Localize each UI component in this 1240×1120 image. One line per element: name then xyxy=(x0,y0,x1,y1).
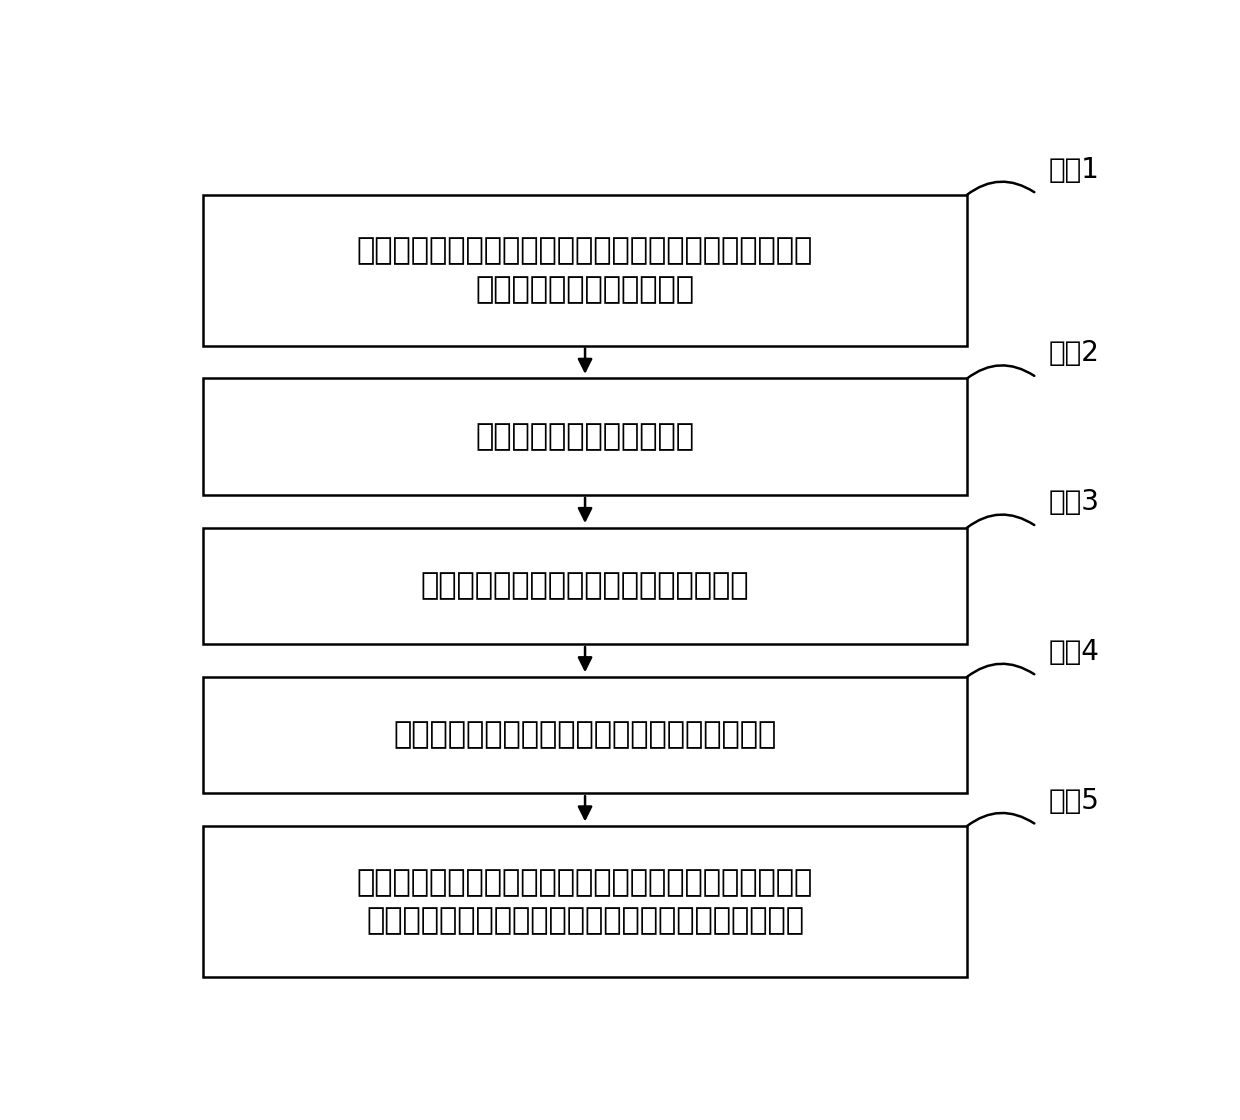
Text: 根据测试用例搭建测试序列: 根据测试用例搭建测试序列 xyxy=(476,422,694,451)
Bar xyxy=(203,676,967,793)
Text: 将用例测试平台接入所需要的自动化测试项目中: 将用例测试平台接入所需要的自动化测试项目中 xyxy=(393,720,776,749)
Text: 步骤5: 步骤5 xyxy=(1049,787,1100,815)
Bar xyxy=(203,379,967,495)
Text: 步骤2: 步骤2 xyxy=(1049,339,1100,367)
Text: 步骤4: 步骤4 xyxy=(1049,637,1100,665)
Bar xyxy=(203,827,967,977)
Bar xyxy=(203,528,967,644)
Text: 步骤3: 步骤3 xyxy=(1049,488,1100,516)
Text: 从多个自动化测试项目中筛选出可供其中至少一个自动化
测试项目所使用的测试用例: 从多个自动化测试项目中筛选出可供其中至少一个自动化 测试项目所使用的测试用例 xyxy=(357,236,813,304)
Text: 将所搭建的测试序列封装为用例测试平台: 将所搭建的测试序列封装为用例测试平台 xyxy=(420,571,749,600)
Bar xyxy=(203,195,967,346)
Text: 步骤1: 步骤1 xyxy=(1049,156,1100,184)
Text: 根据接入用例测试平台的自动化测试项目，对用例测试平
台与所接入的自动化测试项目之间的接入参数进行设置: 根据接入用例测试平台的自动化测试项目，对用例测试平 台与所接入的自动化测试项目之… xyxy=(357,868,813,935)
